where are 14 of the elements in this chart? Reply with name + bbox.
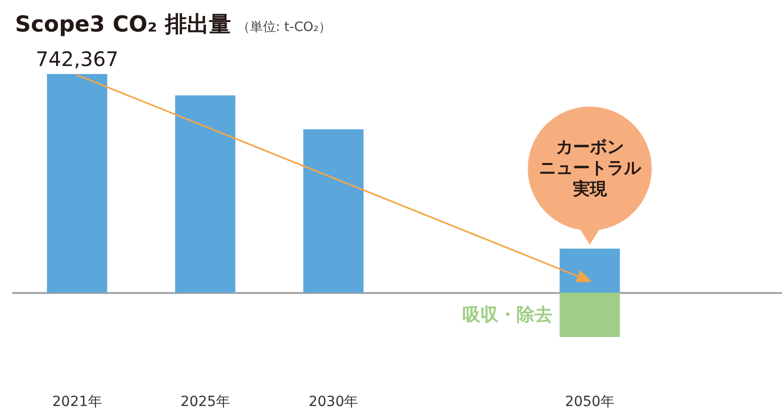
x-tick-label: 2030年 <box>308 394 358 409</box>
chart-subtitle: （単位: t-CO₂） <box>236 20 332 35</box>
bar <box>175 95 236 293</box>
bar <box>560 248 620 293</box>
bar <box>303 129 364 293</box>
chart-title: Scope3 CO₂ 排出量 <box>15 12 231 38</box>
x-tick-label: 2050年 <box>564 394 615 409</box>
annotation: カーボンニュートラル実現 <box>538 137 641 200</box>
x-tick-label: 2025年 <box>180 394 230 409</box>
bar <box>46 74 108 293</box>
x-tick-label: 2021年 <box>52 394 102 409</box>
series-label: 吸収・除去 <box>462 304 553 326</box>
data-label: 742,367 <box>36 47 118 71</box>
bar <box>560 292 620 337</box>
